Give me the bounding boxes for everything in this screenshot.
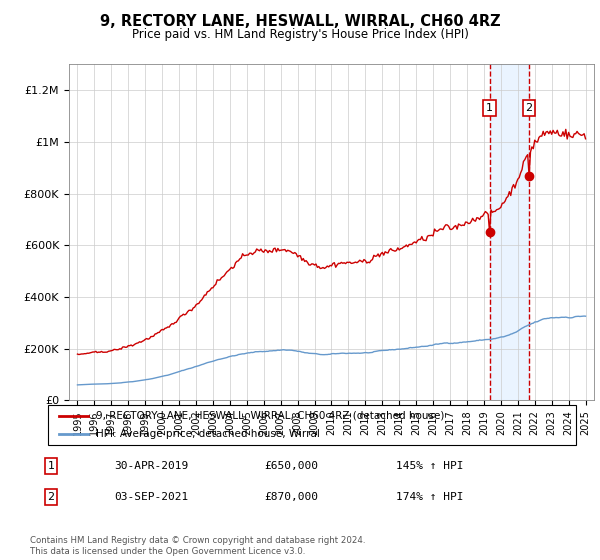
Text: £870,000: £870,000 <box>264 492 318 502</box>
Text: 2: 2 <box>526 103 533 113</box>
Text: 9, RECTORY LANE, HESWALL, WIRRAL, CH60 4RZ: 9, RECTORY LANE, HESWALL, WIRRAL, CH60 4… <box>100 14 500 29</box>
Text: 2: 2 <box>47 492 55 502</box>
Text: 1: 1 <box>486 103 493 113</box>
Text: Price paid vs. HM Land Registry's House Price Index (HPI): Price paid vs. HM Land Registry's House … <box>131 28 469 41</box>
Text: 174% ↑ HPI: 174% ↑ HPI <box>396 492 464 502</box>
Text: 1: 1 <box>47 461 55 471</box>
Text: 9, RECTORY LANE, HESWALL, WIRRAL, CH60 4RZ (detached house): 9, RECTORY LANE, HESWALL, WIRRAL, CH60 4… <box>95 411 444 421</box>
Text: Contains HM Land Registry data © Crown copyright and database right 2024.
This d: Contains HM Land Registry data © Crown c… <box>30 536 365 556</box>
Text: 145% ↑ HPI: 145% ↑ HPI <box>396 461 464 471</box>
Text: HPI: Average price, detached house, Wirral: HPI: Average price, detached house, Wirr… <box>95 430 319 439</box>
Text: £650,000: £650,000 <box>264 461 318 471</box>
Text: 30-APR-2019: 30-APR-2019 <box>114 461 188 471</box>
Text: 03-SEP-2021: 03-SEP-2021 <box>114 492 188 502</box>
Bar <box>490 64 529 400</box>
